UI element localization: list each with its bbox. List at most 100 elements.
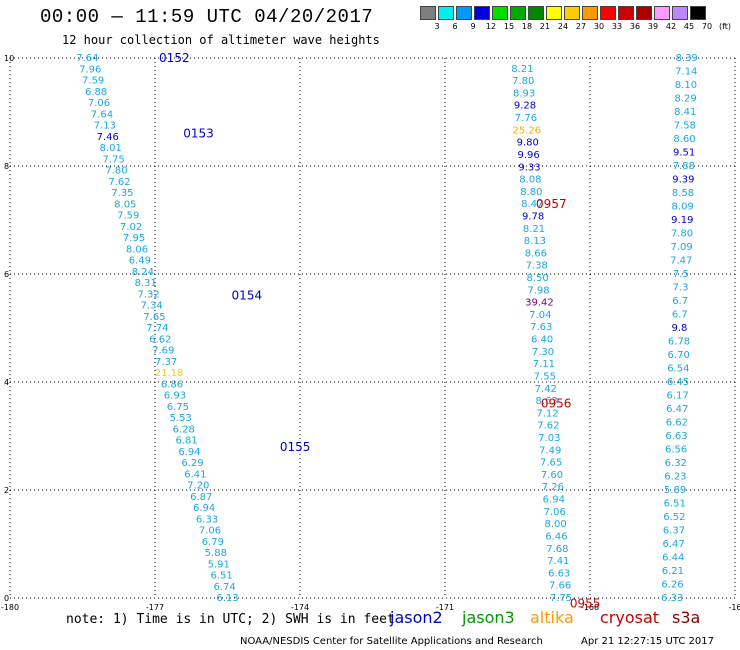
wave-height-value: 7.62 xyxy=(537,421,559,432)
wave-height-value: 7.42 xyxy=(535,384,557,395)
scale-swatch xyxy=(456,6,472,20)
wave-height-value: 6.33 xyxy=(196,514,218,525)
wave-height-value: 8.80 xyxy=(520,187,542,198)
wave-height-value: 8.00 xyxy=(544,519,566,530)
y-tick-label: 4 xyxy=(4,378,9,387)
wave-height-value: 6.86 xyxy=(161,379,183,390)
wave-height-value: 7.64 xyxy=(91,109,113,120)
wave-height-value: 5.89 xyxy=(664,485,686,496)
wave-height-value: 7.06 xyxy=(88,98,110,109)
wave-height-value: 6.88 xyxy=(85,87,107,98)
wave-height-value: 7.5 xyxy=(673,269,689,280)
scale-swatch xyxy=(582,6,598,20)
wave-height-value: 7.80 xyxy=(105,166,127,177)
x-tick-label: -16 xyxy=(728,603,740,610)
scale-label: 6 xyxy=(452,22,458,31)
wave-height-value: 7.49 xyxy=(539,445,561,456)
wave-height-value: 8.58 xyxy=(672,188,694,199)
scale-swatch xyxy=(564,6,580,20)
wave-height-value: 8.29 xyxy=(674,94,696,105)
wave-height-value: 7.58 xyxy=(674,121,696,132)
wave-height-value: 7.95 xyxy=(123,233,145,244)
scale-label: 27 xyxy=(575,22,587,31)
scale-swatch xyxy=(654,6,670,20)
wave-height-value: 6.26 xyxy=(661,580,683,591)
page-title: 00:00 — 11:59 UTC 04/20/2017 xyxy=(40,6,374,28)
wave-height-value: 6.75 xyxy=(167,402,189,413)
scale-label: 36 xyxy=(629,22,641,31)
legend-jason2: jason2 xyxy=(390,608,443,627)
wave-height-value: 8.93 xyxy=(513,88,535,99)
wave-height-value: 7.62 xyxy=(108,177,130,188)
wave-height-value: 6.63 xyxy=(548,568,570,579)
units-note: note: 1) Time is in UTC; 2) SWH is in fe… xyxy=(66,612,395,627)
scale-label: (ft) xyxy=(718,22,732,31)
wave-height-value: 7.02 xyxy=(120,222,142,233)
wave-height-value: 6.56 xyxy=(665,445,687,456)
wave-height-value: 6.21 xyxy=(662,566,684,577)
scale-swatch xyxy=(528,6,544,20)
wave-height-value: 6.28 xyxy=(173,424,195,435)
wave-height-value: 6.7 xyxy=(672,296,688,307)
scale-swatch xyxy=(672,6,688,20)
wave-height-value: 9.39 xyxy=(672,175,694,186)
wave-height-value: 8.66 xyxy=(525,248,547,259)
wave-height-value: 9.8 xyxy=(671,323,687,334)
wave-height-value: 7.59 xyxy=(82,76,104,87)
x-tick-label: -180 xyxy=(1,603,19,610)
wave-height-value: 6.47 xyxy=(666,404,688,415)
wave-height-value: 7.96 xyxy=(79,64,101,75)
wave-height-value: 7.65 xyxy=(540,458,562,469)
wave-height-value: 6.33 xyxy=(661,593,683,604)
wave-height-value: 7.46 xyxy=(97,132,119,143)
wave-height-value: 6.44 xyxy=(662,553,684,564)
wave-height-value: 9.51 xyxy=(673,148,695,159)
legend-cryosat: cryosat xyxy=(600,608,660,627)
scale-label: 18 xyxy=(521,22,533,31)
wave-height-value: 8.09 xyxy=(672,202,694,213)
wave-height-value: 9.96 xyxy=(517,150,539,161)
wave-height-value: 7.11 xyxy=(533,359,555,370)
wave-height-value: 6.17 xyxy=(666,391,688,402)
wave-height-value: 6.7 xyxy=(672,310,688,321)
wave-height-value: 7.69 xyxy=(152,346,174,357)
time-label: 0955 xyxy=(570,596,601,610)
wave-height-value: 7.37 xyxy=(155,357,177,368)
wave-height-value: 7.38 xyxy=(526,261,548,272)
scale-label: 70 xyxy=(701,22,713,31)
x-tick-label: -171 xyxy=(436,603,454,610)
wave-height-value: 6.70 xyxy=(668,350,690,361)
wave-height-value: 8.01 xyxy=(100,143,122,154)
wave-height-value: 7.47 xyxy=(670,256,692,267)
scale-swatch xyxy=(420,6,436,20)
wave-height-value: 7.68 xyxy=(546,544,568,555)
y-tick-label: 10 xyxy=(4,54,14,63)
wave-height-value: 7.32 xyxy=(138,289,160,300)
wave-height-value: 8.60 xyxy=(673,134,695,145)
wave-height-value: 8.10 xyxy=(675,80,697,91)
time-label: 0956 xyxy=(541,397,572,411)
wave-height-value: 8.13 xyxy=(524,236,546,247)
time-label: 0154 xyxy=(232,289,263,303)
wave-height-value: 6.81 xyxy=(175,436,197,447)
wave-height-value: 9.33 xyxy=(518,162,540,173)
wave-height-value: 6.51 xyxy=(211,571,233,582)
scale-label: 9 xyxy=(470,22,476,31)
wave-height-value: 6.47 xyxy=(662,539,684,550)
wave-height-value: 6.62 xyxy=(149,334,171,345)
wave-height-value: 7.74 xyxy=(146,323,168,334)
wave-height-value: 7.88 xyxy=(673,161,695,172)
scale-label: 24 xyxy=(557,22,569,31)
wave-height-value: 6.74 xyxy=(213,582,235,593)
wave-height-value: 6.52 xyxy=(663,512,685,523)
wave-height-value: 8.50 xyxy=(526,273,548,284)
scale-swatch xyxy=(492,6,508,20)
wave-height-value: 6.40 xyxy=(531,335,553,346)
wave-height-value: 7.65 xyxy=(143,312,165,323)
time-label: 0155 xyxy=(280,440,311,454)
wave-height-value: 7.41 xyxy=(547,556,569,567)
wave-height-value: 6.54 xyxy=(667,364,689,375)
scale-swatch xyxy=(636,6,652,20)
wave-height-value: 6.93 xyxy=(164,391,186,402)
scale-label: 3 xyxy=(434,22,440,31)
